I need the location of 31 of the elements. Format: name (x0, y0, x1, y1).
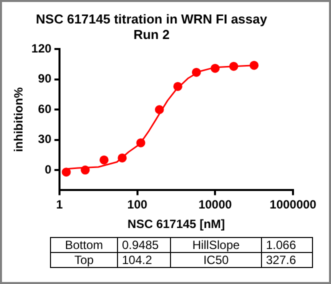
text: Bottom (50, 238, 118, 252)
text: 1.066 (262, 238, 312, 252)
text: 327.6 (262, 252, 312, 268)
text: Top (50, 252, 118, 268)
point (192, 68, 201, 77)
text: Run 2 (133, 26, 170, 42)
y-tick-label: 120 (31, 42, 52, 56)
text: HillSlope (170, 238, 262, 252)
y-tick-label: 60 (38, 102, 52, 116)
point (229, 62, 238, 71)
point (118, 153, 127, 162)
text: IC50 (170, 252, 262, 268)
text: 0.9485 (118, 238, 170, 252)
x-tick-label: 1 (56, 198, 64, 212)
point (136, 138, 146, 148)
point (62, 168, 71, 177)
y-tick-label: 30 (38, 132, 52, 146)
x-axis-title: NSC 617145 [nM] (128, 217, 225, 232)
point (80, 166, 90, 175)
x-tick-label: 1000000 (270, 198, 317, 212)
y-tick-label: 90 (38, 72, 52, 86)
text: NSC 617145 titration in WRN FI assay (36, 11, 268, 26)
text: 104.2 (118, 252, 170, 268)
x-tick-label: 100 (127, 198, 148, 212)
y-tick-label: 0 (44, 162, 52, 176)
y-axis-title: inhibition% (12, 87, 26, 152)
point (173, 82, 182, 91)
point (154, 105, 164, 114)
point (210, 64, 220, 73)
x-tick-label: 10000 (198, 198, 232, 212)
point (100, 155, 109, 164)
